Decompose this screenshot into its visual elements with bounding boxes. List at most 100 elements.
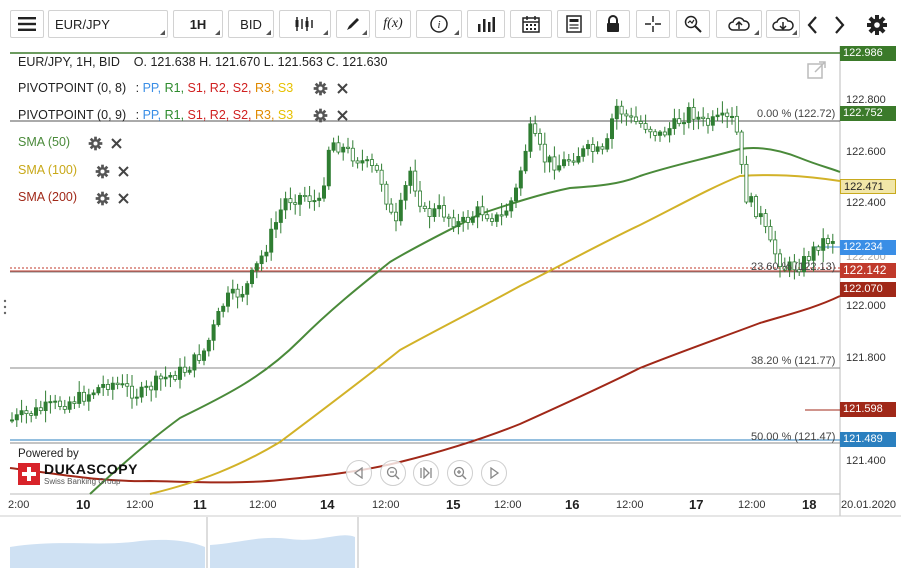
- candle-body: [600, 146, 605, 150]
- candle-body: [77, 391, 82, 404]
- candle-body: [187, 369, 192, 373]
- candle-body: [249, 269, 254, 285]
- powered-by-label: Powered by: [18, 448, 79, 460]
- sma200-close-icon[interactable]: [117, 192, 130, 205]
- pivot1-sep: :: [135, 81, 140, 95]
- popout-icon[interactable]: [807, 60, 827, 80]
- candle-body: [67, 401, 72, 410]
- candle-body: [566, 159, 571, 162]
- candle-body: [14, 414, 19, 421]
- dukascopy-subtitle: Swiss Banking Group: [44, 477, 121, 486]
- zoom-out-button[interactable]: [380, 460, 406, 486]
- candle-body: [48, 401, 53, 404]
- candle-body: [374, 165, 379, 171]
- side-select[interactable]: BID: [228, 10, 274, 38]
- zoom-button[interactable]: [676, 10, 710, 38]
- pivot2-s3: S3: [277, 108, 294, 122]
- candle-body: [485, 214, 490, 220]
- chevron-right-icon: [835, 16, 845, 34]
- price-tag-current: 122.234: [840, 240, 896, 255]
- candle-body: [653, 131, 658, 136]
- pivot2-settings-icon[interactable]: [313, 108, 328, 123]
- candle-body: [134, 396, 139, 399]
- candle-body: [830, 241, 835, 244]
- candle-body: [62, 406, 67, 410]
- candle-body: [115, 382, 120, 386]
- day-label: 11: [193, 497, 207, 512]
- price-tag-fib0: 122.752: [840, 106, 896, 121]
- cloud-download-button[interactable]: [766, 10, 800, 38]
- candle-body: [514, 187, 519, 202]
- settings-button[interactable]: [866, 14, 888, 36]
- pivot1-settings-icon[interactable]: [313, 81, 328, 96]
- candle-body: [413, 170, 418, 192]
- candle-body: [168, 375, 173, 378]
- volume-button[interactable]: [467, 10, 505, 38]
- price-tag-sma100: 122.471: [840, 179, 896, 194]
- candle-body: [758, 213, 763, 218]
- pivot1-pp: PP,: [142, 81, 162, 95]
- candle-body: [533, 123, 538, 134]
- scroll-left-button[interactable]: [804, 14, 822, 36]
- price-label: 122.600: [846, 146, 886, 158]
- crosshair-button[interactable]: [636, 10, 670, 38]
- candle-body: [278, 209, 283, 223]
- candle-body: [9, 419, 14, 422]
- dukascopy-logo-text: DUKASCOPY: [44, 461, 138, 477]
- pivot1-s3: S3: [277, 81, 294, 95]
- sma50-settings-icon[interactable]: [88, 136, 103, 151]
- menu-button[interactable]: [10, 10, 44, 38]
- zoom-in-button[interactable]: [447, 460, 473, 486]
- info-button[interactable]: i: [416, 10, 462, 38]
- pivot1-close-icon[interactable]: [336, 82, 349, 95]
- candle-body: [225, 292, 230, 307]
- drawing-tools-button[interactable]: [336, 10, 370, 38]
- zoom-out-icon: [386, 466, 400, 480]
- cloud-upload-button[interactable]: [716, 10, 762, 38]
- candle-body: [206, 339, 211, 352]
- calendar-button[interactable]: [510, 10, 552, 38]
- candle-body: [504, 210, 509, 216]
- lock-button[interactable]: [596, 10, 630, 38]
- sma100-settings-icon[interactable]: [95, 164, 110, 179]
- sma-200-line: [9, 295, 841, 484]
- candle-body: [240, 293, 245, 298]
- report-button[interactable]: [557, 10, 591, 38]
- instrument-select[interactable]: EUR/JPY: [48, 10, 168, 38]
- candle-body: [610, 118, 615, 139]
- timeframe-select[interactable]: 1H: [173, 10, 223, 38]
- pivot2-close-icon[interactable]: [336, 109, 349, 122]
- candle-body: [691, 107, 696, 120]
- sma100-close-icon[interactable]: [117, 165, 130, 178]
- candle-body: [725, 112, 730, 117]
- pivot1-name: PIVOTPOINT (0, 8): [18, 81, 127, 95]
- candle-body: [576, 156, 581, 163]
- scroll-forward-button[interactable]: [481, 460, 507, 486]
- calendar-icon: [522, 16, 540, 33]
- sma200-settings-icon[interactable]: [95, 191, 110, 206]
- bar-chart-icon: [478, 17, 495, 32]
- dropdown-corner-icon: [160, 30, 165, 35]
- scroll-right-button[interactable]: [830, 14, 848, 36]
- chart-type-button[interactable]: [279, 10, 331, 38]
- splitter-handle[interactable]: [2, 298, 8, 316]
- time-label: 2:00: [8, 499, 30, 511]
- reset-view-button[interactable]: [413, 460, 439, 486]
- day-label: 18: [802, 497, 817, 512]
- candle-body: [518, 170, 523, 189]
- navigator-strip[interactable]: [0, 517, 901, 568]
- pivot1-s2: S2,: [232, 81, 252, 95]
- price-tag-s3: 121.598: [840, 402, 896, 417]
- scroll-back-button[interactable]: [346, 460, 372, 486]
- swiss-cross-logo-icon: [18, 463, 40, 485]
- indicators-button[interactable]: f(x): [375, 10, 411, 38]
- candle-body: [307, 195, 312, 202]
- cloud-upload-icon: [728, 17, 750, 31]
- sma50-close-icon[interactable]: [110, 137, 123, 150]
- fib-382-label: 38.20 % (121.77): [751, 355, 836, 367]
- candle-body: [538, 133, 543, 145]
- candle-body: [139, 386, 144, 398]
- price-label: 122.000: [846, 300, 886, 312]
- candle-body: [29, 413, 34, 416]
